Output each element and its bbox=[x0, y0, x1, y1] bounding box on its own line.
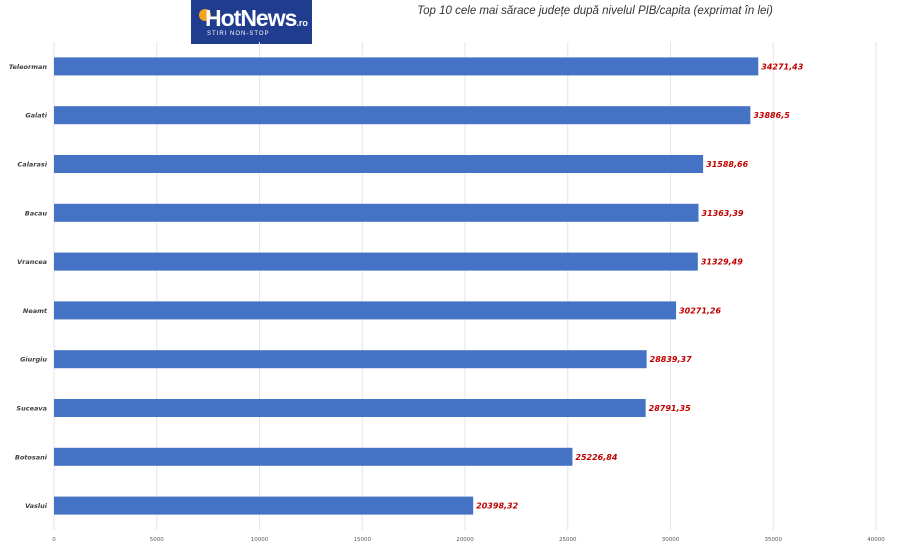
value-label: 31329,49 bbox=[701, 258, 743, 267]
category-label: Neamt bbox=[23, 307, 48, 315]
logo-wordmark: HotNews.ro bbox=[205, 4, 308, 37]
bar bbox=[54, 203, 699, 222]
bar bbox=[54, 252, 698, 271]
bar bbox=[54, 106, 751, 125]
category-label: Suceava bbox=[16, 405, 47, 413]
value-label: 30271,26 bbox=[679, 306, 721, 315]
category-label: Giurgiu bbox=[20, 356, 47, 364]
x-tick-label: 40000 bbox=[867, 537, 885, 543]
bar bbox=[54, 155, 704, 173]
x-tick-label: 25000 bbox=[559, 537, 577, 543]
category-label: Vaslui bbox=[25, 502, 48, 510]
x-tick-label: 20000 bbox=[456, 537, 474, 543]
x-tick-label: 30000 bbox=[662, 537, 680, 543]
x-tick-label: 35000 bbox=[765, 537, 783, 543]
bar bbox=[54, 447, 573, 466]
chart-title: Top 10 cele mai sărace județe după nivel… bbox=[417, 5, 773, 17]
category-label: Bacau bbox=[25, 209, 48, 217]
bar bbox=[54, 399, 646, 417]
value-label: 31363,39 bbox=[702, 209, 744, 218]
sun-icon bbox=[199, 9, 211, 21]
x-tick-label: 5000 bbox=[150, 537, 164, 543]
category-label: Calarasi bbox=[18, 161, 48, 169]
logo-text: HotNews bbox=[205, 5, 297, 31]
value-label: 33886,5 bbox=[753, 111, 790, 120]
x-tick-label: 10000 bbox=[251, 537, 269, 543]
value-label: 31588,66 bbox=[706, 160, 748, 169]
category-label: Galati bbox=[25, 112, 47, 120]
value-label: 28839,37 bbox=[650, 355, 692, 364]
category-label: Vrancea bbox=[17, 258, 47, 266]
bar bbox=[54, 301, 677, 320]
x-tick-label: 0 bbox=[52, 537, 56, 543]
logo-tagline: STIRI NON-STOP bbox=[207, 31, 270, 37]
bar bbox=[54, 350, 647, 369]
logo-suffix: .ro bbox=[296, 18, 308, 28]
bar bbox=[54, 496, 474, 515]
value-label: 20398,32 bbox=[476, 502, 518, 511]
hotnews-logo: HotNews.ro STIRI NON-STOP bbox=[191, 0, 312, 44]
x-tick-label: 15000 bbox=[354, 537, 372, 543]
category-label: Teleorman bbox=[9, 63, 47, 71]
value-label: 34271,43 bbox=[761, 62, 803, 71]
value-label: 28791,35 bbox=[649, 404, 691, 413]
value-label: 25226,84 bbox=[575, 453, 617, 462]
category-label: Botosani bbox=[15, 453, 48, 461]
bar bbox=[54, 57, 759, 76]
